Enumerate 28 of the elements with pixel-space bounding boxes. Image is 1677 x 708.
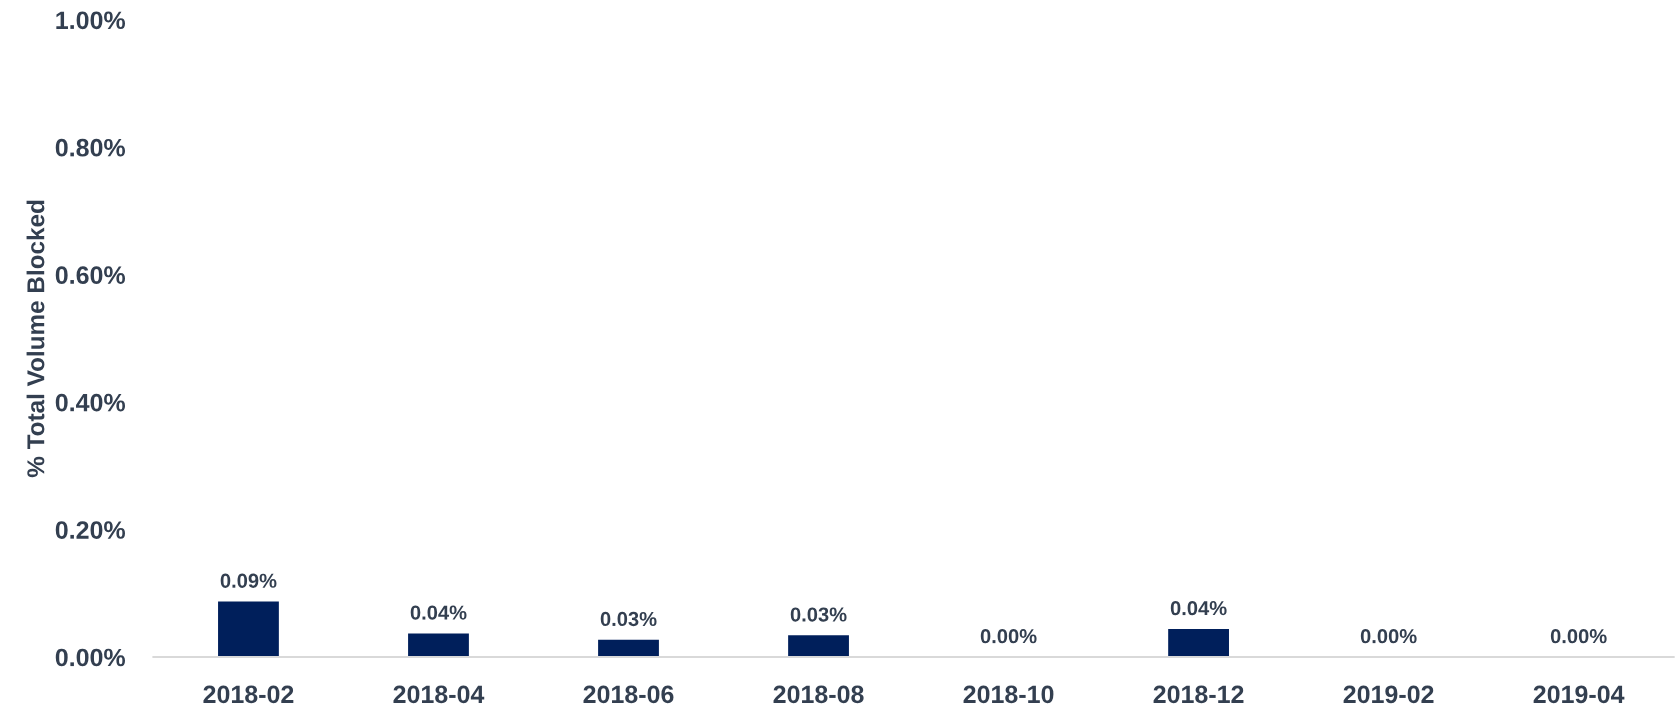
x-tick-label: 2018-02 (203, 685, 294, 704)
bar (598, 639, 659, 658)
data-label: 0.00% (1550, 629, 1607, 644)
data-label: 0.04% (1170, 601, 1227, 616)
x-tick-label: 2018-12 (1153, 685, 1244, 704)
y-tick-label: 1.00% (56, 11, 126, 30)
y-axis-title: % Total Volume Blocked (26, 200, 45, 478)
x-tick-label: 2018-08 (773, 685, 864, 704)
x-tick-label: 2018-04 (393, 685, 485, 704)
x-tick-label: 2019-04 (1533, 685, 1625, 704)
y-tick-label: 0.60% (55, 266, 126, 285)
data-label: 0.03% (790, 607, 847, 622)
bar (1168, 628, 1229, 658)
data-label: 0.00% (1360, 629, 1417, 644)
bar (788, 635, 849, 658)
x-tick-label: 2018-06 (583, 685, 674, 704)
data-label: 0.03% (600, 611, 657, 627)
x-tick-label: 2018-10 (963, 685, 1054, 704)
data-label: 0.04% (410, 605, 467, 620)
data-label: 0.00% (980, 629, 1037, 644)
bar (408, 633, 469, 658)
x-tick-label: 2019-02 (1343, 685, 1434, 704)
y-tick-label: 0.00% (55, 648, 126, 667)
data-label: 0.09% (220, 573, 277, 588)
y-tick-label: 0.80% (55, 138, 126, 157)
y-tick-label: 0.40% (55, 393, 126, 412)
y-tick-label: 0.20% (55, 521, 126, 539)
bar (218, 601, 279, 658)
